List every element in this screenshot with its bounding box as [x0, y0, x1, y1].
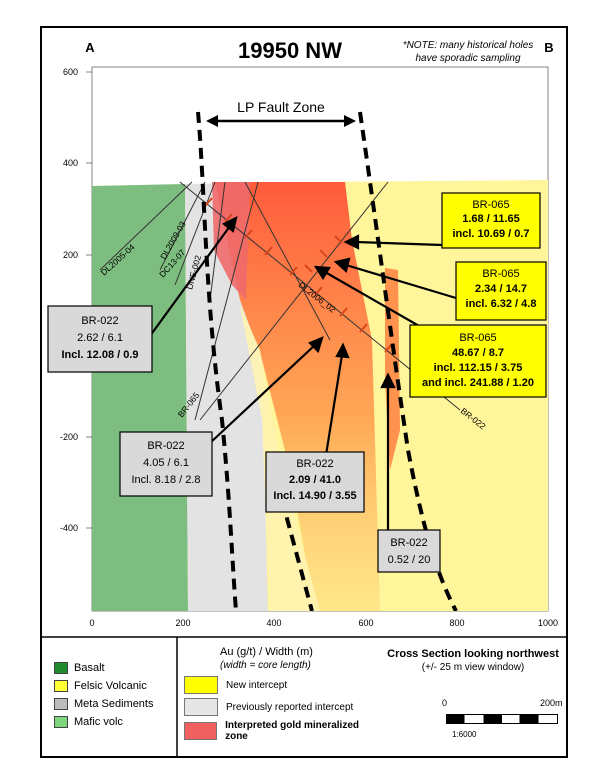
callout-text: BR-022	[296, 458, 333, 470]
callout-text: 4.05 / 6.1	[143, 457, 189, 469]
y-tick-label: 400	[63, 158, 78, 168]
corner-a: A	[85, 40, 95, 55]
callout-text: 1.68 / 11.65	[462, 213, 520, 225]
callout-text: BR-065	[482, 268, 519, 280]
callout-text: incl. 6.32 / 4.8	[466, 298, 537, 310]
section-caption: Cross Section looking northwest	[387, 648, 559, 660]
cross-section: LP Fault Zone 19950 NW A B *NOTE: many h…	[47, 38, 558, 628]
fault-zone-label: LP Fault Zone	[237, 99, 325, 115]
x-tick-label: 0	[89, 618, 94, 628]
legend-label: New intercept	[226, 679, 288, 691]
y-tick-label: 600	[63, 67, 78, 77]
note-line-1: *NOTE: many historical holes	[403, 40, 534, 51]
callout-text: BR-022	[147, 440, 184, 452]
fault-boundary-west	[196, 111, 238, 611]
section-legend: Cross Section looking northwest (+/- 25 …	[380, 612, 566, 756]
fault-zone-arrowhead-right	[344, 115, 356, 127]
x-tick-label: 800	[449, 618, 464, 628]
callout-text: BR-065	[459, 332, 496, 344]
callout-text: and incl. 241.88 / 1.20	[422, 377, 534, 389]
x-tick-label: 200	[175, 618, 190, 628]
callout-prev-3: BR-022 2.09 / 41.0 Incl. 14.90 / 3.55	[265, 451, 365, 513]
legend-prev: Previously reported intercept	[184, 698, 353, 716]
y-tick-label: 200	[63, 250, 78, 260]
callout-text: Incl. 14.90 / 3.55	[273, 490, 356, 502]
y-tick-label: -400	[60, 523, 78, 533]
prev-intercept-swatch	[184, 698, 218, 716]
scale-bar	[446, 714, 558, 724]
y-axis: 600 400 200 0 -200 -400	[60, 67, 78, 533]
callout-text: BR-065	[472, 199, 509, 211]
note-line-2: have sporadic sampling	[415, 53, 520, 64]
legend-label: Mafic volc	[74, 716, 123, 728]
mafic-swatch	[54, 716, 68, 728]
legend-label: Basalt	[74, 662, 105, 674]
rock-legend: Basalt Felsic Volcanic Meta Sediments Ma…	[48, 612, 176, 756]
callout-new-3: BR-065 48.67 / 8.7 incl. 112.15 / 3.75 a…	[409, 324, 547, 398]
fault-zone-arrowhead-left	[206, 115, 218, 127]
callout-text: 2.62 / 6.1	[77, 332, 123, 344]
section-title: 19950 NW	[238, 38, 342, 63]
callout-text: 0.52 / 20	[388, 554, 431, 566]
felsic-lobe	[240, 305, 320, 611]
callout-prev-1: BR-022 2.62 / 6.1 Incl. 12.08 / 0.9	[47, 305, 153, 373]
legend-label: Meta Sediments	[74, 698, 154, 710]
callout-text: 2.34 / 14.7	[475, 283, 527, 295]
callout-text: 48.67 / 8.7	[452, 347, 504, 359]
legend-meta: Meta Sediments	[54, 698, 153, 710]
callout-prev-2: BR-022 4.05 / 6.1 Incl. 8.18 / 2.8	[119, 431, 213, 497]
callout-text: 2.09 / 41.0	[289, 474, 341, 486]
legend-label: Interpreted gold mineralized zone	[225, 720, 360, 742]
callout-new-2: BR-065 2.34 / 14.7 incl. 6.32 / 4.8	[455, 261, 547, 321]
fault-boundary-east	[358, 111, 458, 611]
legend-zone: Interpreted gold mineralized zone	[184, 720, 380, 742]
legend-basalt: Basalt	[54, 662, 105, 674]
scale-end: 200m	[540, 698, 563, 708]
new-intercept-swatch	[184, 676, 218, 694]
basalt-zone	[92, 184, 188, 611]
legend-felsic: Felsic Volcanic	[54, 680, 147, 692]
callout-text: BR-022	[81, 315, 118, 327]
felsic-swatch	[54, 680, 68, 692]
legend-mafic: Mafic volc	[54, 716, 123, 728]
meta-swatch	[54, 698, 68, 710]
scale-start: 0	[442, 698, 448, 708]
au-title: Au (g/t) / Width (m)	[220, 646, 313, 658]
intercept-legend: Au (g/t) / Width (m) (width = core lengt…	[180, 612, 380, 756]
legend-new: New intercept	[184, 676, 287, 694]
corner-b: B	[544, 40, 553, 55]
sample-ticks	[204, 197, 393, 353]
callout-text: incl. 112.15 / 3.75	[434, 362, 523, 374]
callout-text: Incl. 8.18 / 2.8	[131, 474, 200, 486]
scale-ratio: 1:6000	[452, 730, 477, 739]
fault-boundary-lower	[280, 499, 314, 611]
y-tick-marks	[86, 71, 92, 529]
callout-new-1: BR-065 1.68 / 11.65 incl. 10.69 / 0.7	[441, 192, 541, 249]
x-tick-label: 600	[358, 618, 373, 628]
callout-text: incl. 10.69 / 0.7	[452, 228, 529, 240]
callout-text: Incl. 12.08 / 0.9	[61, 349, 138, 361]
y-tick-label: -200	[60, 432, 78, 442]
callout-text: BR-022	[390, 537, 427, 549]
au-subtitle: (width = core length)	[220, 660, 311, 671]
callout-prev-4: BR-022 0.52 / 20	[377, 529, 441, 573]
x-tick-label: 1000	[538, 618, 558, 628]
basalt-swatch	[54, 662, 68, 674]
meta-sediments-zone	[185, 183, 268, 611]
legend-label: Felsic Volcanic	[74, 680, 147, 692]
x-tick-label: 400	[266, 618, 281, 628]
x-axis: 0 200 400 600 800 1000	[89, 618, 558, 628]
section-subcaption: (+/- 25 m view window)	[421, 662, 525, 673]
zone-swatch	[184, 722, 218, 740]
legend-label: Previously reported intercept	[226, 701, 354, 713]
